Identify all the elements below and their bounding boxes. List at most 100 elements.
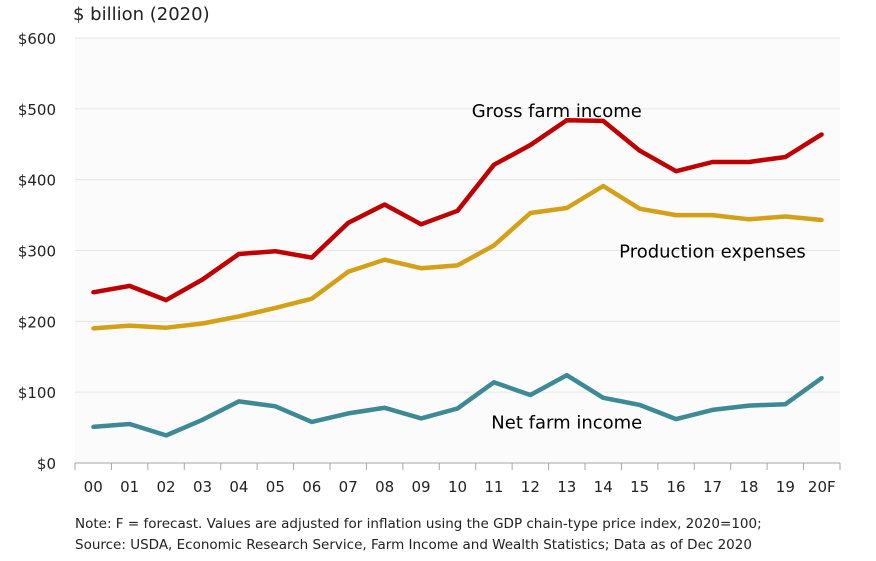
y-tick-label: $300 bbox=[18, 243, 56, 261]
data-point bbox=[419, 416, 424, 421]
data-point bbox=[382, 257, 387, 262]
series-label-net-farm-income: Net farm income bbox=[491, 413, 642, 434]
y-tick-label: $400 bbox=[18, 172, 56, 190]
data-point bbox=[127, 323, 132, 328]
data-point bbox=[564, 373, 569, 378]
data-point bbox=[819, 218, 824, 223]
data-point bbox=[127, 283, 132, 288]
data-point bbox=[164, 325, 169, 330]
data-point bbox=[127, 422, 132, 427]
y-axis: $0 $100 $200 $300 $400 $500 $600 bbox=[18, 30, 56, 473]
data-point bbox=[236, 252, 241, 257]
data-point bbox=[783, 402, 788, 407]
x-tick-label: 17 bbox=[703, 478, 722, 496]
chart-note: Note: F = forecast. Values are adjusted … bbox=[75, 514, 762, 556]
x-tick-label: 13 bbox=[557, 478, 576, 496]
data-point bbox=[91, 326, 96, 331]
note-line-2: Source: USDA, Economic Research Service,… bbox=[75, 537, 752, 553]
x-tick-label: 18 bbox=[739, 478, 758, 496]
data-point bbox=[674, 417, 679, 422]
series-label-gross-farm-income: Gross farm income bbox=[472, 101, 642, 122]
data-point bbox=[783, 214, 788, 219]
data-point bbox=[455, 263, 460, 268]
x-tick-label: 07 bbox=[339, 478, 358, 496]
x-tick-label: 16 bbox=[667, 478, 686, 496]
data-point bbox=[746, 217, 751, 222]
x-tick-label: 03 bbox=[193, 478, 212, 496]
data-point bbox=[91, 290, 96, 295]
data-point bbox=[273, 404, 278, 409]
data-point bbox=[710, 213, 715, 218]
data-point bbox=[746, 159, 751, 164]
data-point bbox=[419, 222, 424, 227]
data-point bbox=[91, 424, 96, 429]
data-point bbox=[346, 220, 351, 225]
x-tick-label: 04 bbox=[229, 478, 248, 496]
data-point bbox=[710, 159, 715, 164]
data-point bbox=[637, 148, 642, 153]
data-point bbox=[819, 132, 824, 137]
data-point bbox=[528, 142, 533, 147]
data-point bbox=[382, 405, 387, 410]
data-point bbox=[783, 155, 788, 159]
units-label: $ billion (2020) bbox=[73, 4, 210, 25]
x-tick-label: 01 bbox=[120, 478, 139, 496]
data-point bbox=[455, 406, 460, 411]
data-point bbox=[236, 399, 241, 404]
x-tick-label: 19 bbox=[776, 478, 795, 496]
data-point bbox=[528, 393, 533, 397]
data-point bbox=[564, 206, 569, 210]
data-point bbox=[200, 417, 205, 422]
data-point bbox=[601, 184, 606, 189]
data-point bbox=[674, 169, 679, 174]
data-point bbox=[200, 277, 205, 282]
x-tick-label: 02 bbox=[157, 478, 176, 496]
data-point bbox=[674, 213, 679, 218]
y-tick-label: $200 bbox=[18, 313, 56, 331]
y-tick-label: $0 bbox=[37, 455, 56, 473]
data-point bbox=[382, 202, 387, 207]
series-label-production-expenses: Production expenses bbox=[619, 242, 806, 263]
y-tick-label: $600 bbox=[18, 30, 56, 48]
data-point bbox=[419, 266, 424, 271]
data-point bbox=[164, 433, 169, 438]
data-point bbox=[710, 407, 715, 412]
data-point bbox=[309, 255, 314, 260]
data-point bbox=[236, 314, 241, 319]
x-tick-label: 00 bbox=[84, 478, 103, 496]
x-tick-label: 12 bbox=[521, 478, 540, 496]
data-point bbox=[309, 296, 314, 301]
data-point bbox=[491, 380, 496, 385]
data-point bbox=[637, 402, 642, 407]
data-point bbox=[346, 411, 351, 416]
x-tick-label: 05 bbox=[266, 478, 285, 496]
note-line-1: Note: F = forecast. Values are adjusted … bbox=[75, 516, 762, 532]
x-tick-label: 09 bbox=[412, 478, 431, 496]
x-tick-label: 10 bbox=[448, 478, 467, 496]
x-tick-label: 08 bbox=[375, 478, 394, 496]
data-point bbox=[819, 376, 824, 380]
data-point bbox=[528, 210, 533, 215]
y-tick-label: $100 bbox=[18, 384, 56, 402]
data-point bbox=[309, 419, 314, 424]
x-tick-label: 11 bbox=[484, 478, 503, 496]
x-tick-label: 20F bbox=[808, 478, 836, 496]
x-tick-label: 14 bbox=[594, 478, 613, 496]
data-point bbox=[746, 403, 751, 408]
data-point bbox=[273, 305, 278, 310]
data-point bbox=[637, 206, 642, 211]
x-axis: 00 01 02 03 04 05 06 07 08 09 10 11 12 13 14 15 16 17 18 19… bbox=[74, 462, 841, 496]
data-point bbox=[601, 118, 606, 123]
data-point bbox=[273, 249, 278, 254]
data-point bbox=[164, 298, 169, 303]
y-tick-label: $500 bbox=[18, 101, 56, 119]
data-point bbox=[200, 321, 205, 326]
x-tick-label: 15 bbox=[630, 478, 649, 496]
series-lines bbox=[91, 117, 824, 438]
data-point bbox=[346, 269, 351, 274]
x-tick-label: 06 bbox=[302, 478, 321, 496]
data-point bbox=[455, 208, 460, 213]
data-point bbox=[564, 118, 569, 123]
data-point bbox=[601, 395, 606, 400]
